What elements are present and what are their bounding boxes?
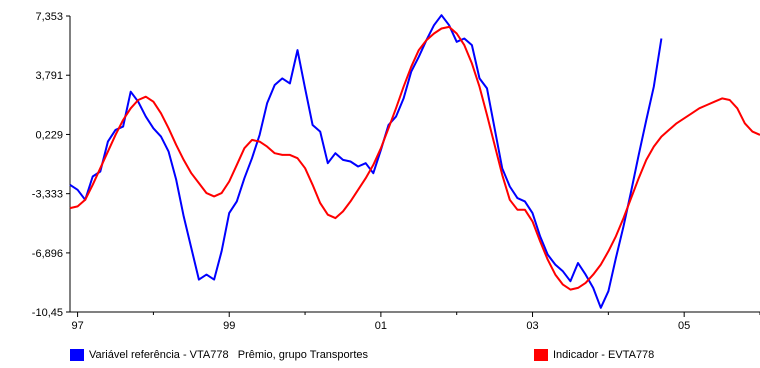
legend-item-indicator: Indicador - EVTA778 (534, 347, 654, 363)
line-chart: 7,353 3,791 0,229 -3,333 -6,896 -10,45 97 99 01 0… (32, 11, 760, 332)
y-tick-label: 0,229 (35, 129, 63, 141)
chart-area: 7,353 3,791 0,229 -3,333 -6,896 -10,45 97 99 01 0… (32, 11, 760, 332)
y-tick-label: -3,333 (32, 189, 63, 201)
y-tick-label: 7,353 (35, 11, 63, 23)
y-tick-label: -10,45 (32, 307, 63, 319)
series-line-reference (69, 14, 663, 309)
y-tick-label: 3,791 (35, 70, 63, 82)
x-tick-label: 01 (375, 320, 387, 332)
legend-label-reference: Variável referência - VTA778 Prêmio, gru… (89, 349, 368, 361)
legend-swatch-indicator (534, 349, 548, 361)
x-tick-label: 05 (678, 320, 690, 332)
tick-labels: 7,353 3,791 0,229 -3,333 -6,896 -10,45 97 99 01 0… (32, 11, 691, 332)
legend-item-reference: Variável referência - VTA778 Prêmio, gru… (70, 347, 368, 363)
legend-swatch-reference (70, 349, 84, 361)
axes (66, 15, 760, 317)
x-tick-label: 97 (71, 320, 83, 332)
y-tick-label: -6,896 (32, 248, 63, 260)
x-tick-label: 03 (526, 320, 538, 332)
series-lines (69, 14, 760, 309)
legend-label-indicator: Indicador - EVTA778 (553, 349, 655, 361)
series-line-indicator (69, 25, 760, 291)
x-tick-label: 99 (223, 320, 235, 332)
